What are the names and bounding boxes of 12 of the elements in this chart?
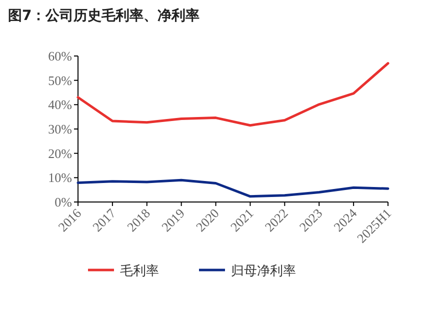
y-tick-label: 0%	[54, 194, 72, 210]
legend-label: 归母净利率	[231, 263, 296, 279]
legend-label: 毛利率	[120, 263, 159, 279]
chart-title: 图7：公司历史毛利率、净利率	[8, 7, 200, 24]
y-tick-label: 10%	[48, 170, 72, 186]
y-tick-label: 50%	[48, 72, 72, 88]
y-tick-label: 60%	[48, 48, 72, 64]
y-tick-label: 40%	[48, 97, 72, 112]
y-tick-label: 20%	[48, 146, 72, 161]
y-tick-label: 30%	[48, 122, 72, 136]
line-series	[76, 62, 390, 127]
line-series	[76, 178, 390, 198]
